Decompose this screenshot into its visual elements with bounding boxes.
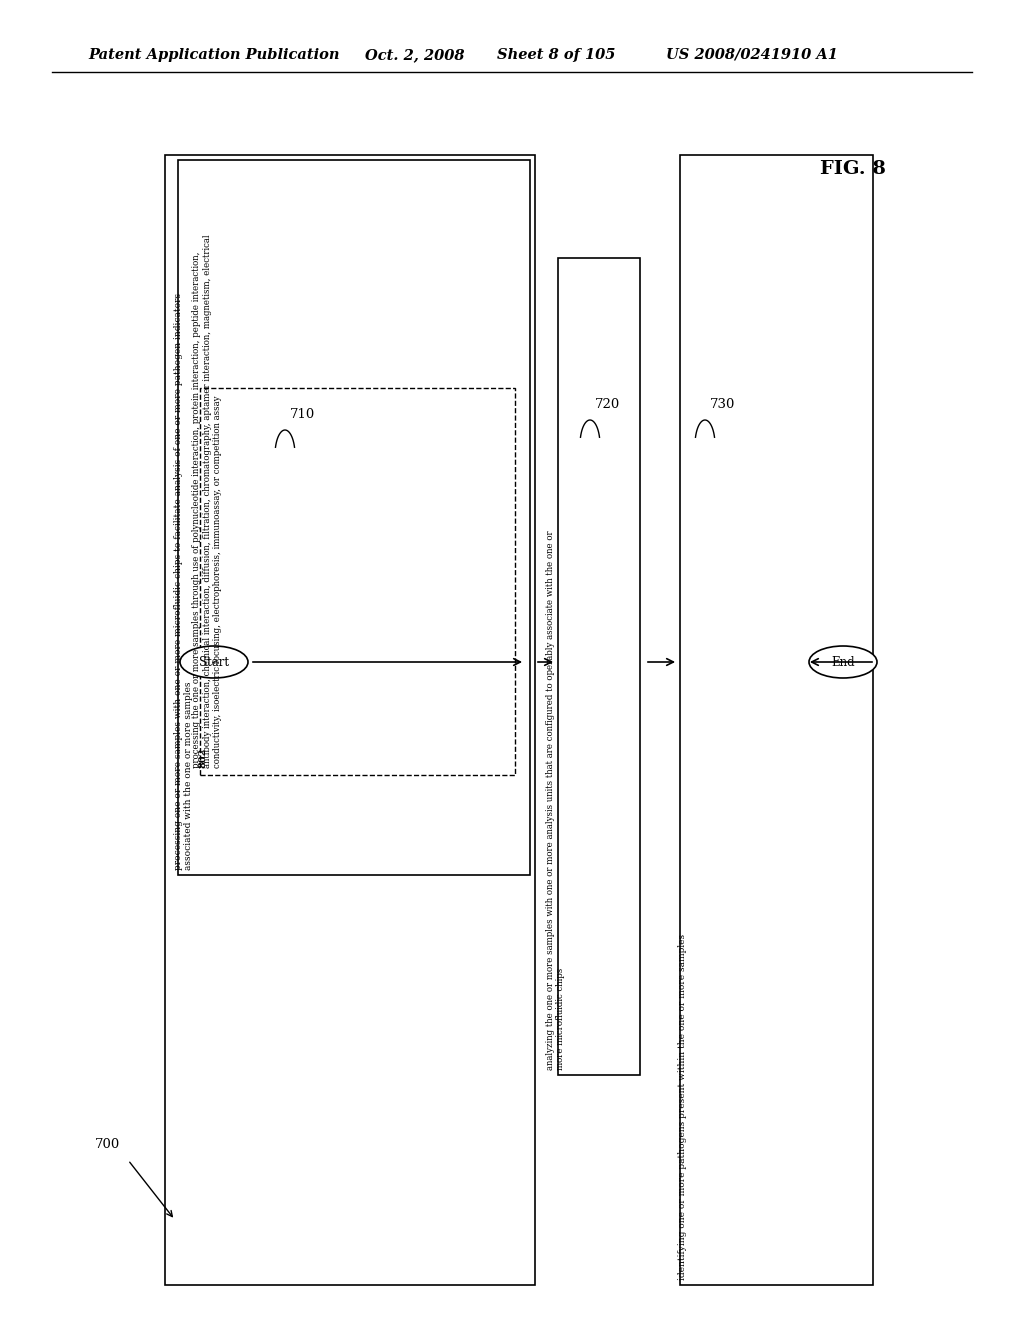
- Text: 802: 802: [198, 747, 207, 768]
- Text: 700: 700: [95, 1138, 120, 1151]
- Text: US 2008/0241910 A1: US 2008/0241910 A1: [666, 48, 838, 62]
- Text: Oct. 2, 2008: Oct. 2, 2008: [365, 48, 465, 62]
- Text: Patent Application Publication: Patent Application Publication: [88, 48, 340, 62]
- Text: processing one or more samples with one or more microfluidic chips to facilitate: processing one or more samples with one …: [174, 293, 193, 870]
- Bar: [165, 154, 535, 1284]
- Text: 720: 720: [595, 399, 621, 412]
- Text: FIG. 8: FIG. 8: [820, 160, 886, 178]
- Bar: [178, 160, 530, 875]
- Text: 710: 710: [290, 408, 315, 421]
- Text: 730: 730: [710, 399, 735, 412]
- Bar: [200, 388, 515, 775]
- Text: analyzing the one or more samples with one or more analysis units that are confi: analyzing the one or more samples with o…: [546, 531, 565, 1071]
- Ellipse shape: [180, 645, 248, 678]
- Ellipse shape: [809, 645, 877, 678]
- Text: End: End: [831, 656, 855, 668]
- Bar: [680, 154, 873, 1284]
- Text: processing the one or more samples through use of polynucleotide interaction, pr: processing the one or more samples throu…: [193, 235, 222, 768]
- Text: Start: Start: [199, 656, 229, 668]
- Text: identifying one or more pathogens present within the one or more samples: identifying one or more pathogens presen…: [678, 933, 687, 1280]
- Bar: [558, 257, 640, 1074]
- Text: Sheet 8 of 105: Sheet 8 of 105: [497, 48, 615, 62]
